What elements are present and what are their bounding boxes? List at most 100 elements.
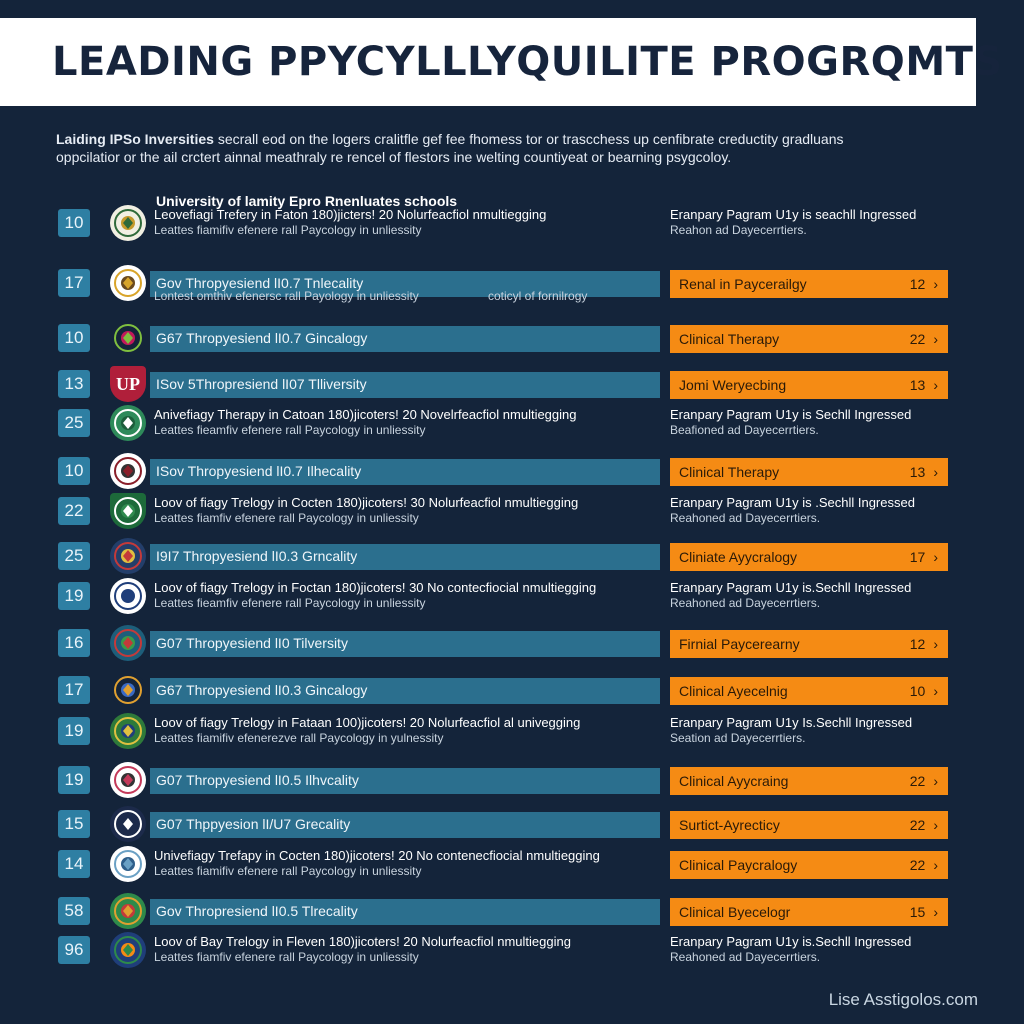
program-count: 22: [909, 331, 926, 347]
program-row[interactable]: 16 G07 Thropyesiend lI0 Tilversity Firnial…: [58, 625, 948, 661]
university-logo-icon: [110, 806, 146, 842]
program-detail: Eranpary Pagram U1y is Sechll Ingressed: [670, 407, 912, 422]
intro-line2: oppcilatior or the ail crctert ainnal me…: [56, 149, 732, 165]
rank-badge: 19: [58, 717, 90, 745]
university-logo-icon: UP: [110, 366, 146, 402]
program-description: Anivefiagy Therapy in Catoan 180)jicoter…: [154, 407, 577, 422]
program-tag-label: Firnial Paycerearny: [679, 636, 800, 652]
program-name: G07 Thropyesiend lI0 Tilversity: [156, 635, 348, 651]
rank-badge: 58: [58, 897, 90, 925]
university-logo-icon: [110, 893, 146, 929]
program-row[interactable]: 15 G07 Thppyesion lI/U7 Grecality Surtict-…: [58, 806, 948, 842]
program-tag-button[interactable]: Clinical Paycralogy 22 ›: [670, 851, 948, 879]
rank-badge: 19: [58, 582, 90, 610]
rank-badge: 16: [58, 629, 90, 657]
rank-badge: 22: [58, 497, 90, 525]
university-logo-icon: [110, 672, 146, 708]
program-row[interactable]: 10 ISov Thropyesiend lI0.7 Ilhecality Clin…: [58, 453, 948, 489]
university-logo-icon: [110, 453, 146, 489]
rank-badge: 10: [58, 457, 90, 485]
section-heading: University of lamity Epro Rnenluates sch…: [156, 193, 458, 209]
program-row[interactable]: 14 Univefiagy Trefapy in Cocten 180)jicot…: [58, 846, 948, 882]
program-tag-button[interactable]: Clinical Therapy 13 ›: [670, 458, 948, 486]
program-bar: [150, 459, 660, 485]
program-detail-sub: Reahon ad Dayecerrtiers.: [670, 223, 807, 237]
program-row[interactable]: 10 University of lamity Epro Rnenluates s…: [58, 193, 948, 241]
program-row[interactable]: 19 Loov of fiagy Trelogy in Fataan 100)ji…: [58, 713, 948, 749]
program-bar: [150, 812, 660, 838]
program-tag-button[interactable]: Clinical Ayecelnig 10 ›: [670, 677, 948, 705]
program-tag-button[interactable]: Cliniate Ayycralogy 17 ›: [670, 543, 948, 571]
program-bar: [150, 372, 660, 398]
program-name: G07 Thppyesion lI/U7 Grecality: [156, 816, 351, 832]
chevron-right-icon: ›: [933, 683, 938, 699]
program-row[interactable]: 13 UP ISov 5Thropresiend lI07 Tlliversity J…: [58, 366, 948, 402]
intro-lead: Laiding IPSo Inversities: [56, 131, 214, 147]
program-row[interactable]: 19 Loov of fiagy Trelogy in Foctan 180)ji…: [58, 578, 948, 614]
program-description: Loov of fiagy Trelogy in Foctan 180)jico…: [154, 580, 597, 595]
program-tag-button[interactable]: Clinical Ayycraing 22 ›: [670, 767, 948, 795]
footer-credit: Lise Asstigolos.com: [828, 990, 978, 1009]
page-title: LEADING PPYCYLLLYQUILITE PROGRQMTS: [52, 39, 1003, 85]
program-tag-label: Clinical Ayycraing: [679, 773, 789, 789]
program-tag-button[interactable]: Firnial Paycerearny 12 ›: [670, 630, 948, 658]
program-tag-button[interactable]: Surtict-Ayrecticy 22 ›: [670, 811, 948, 839]
program-description: Loov of Bay Trelogy in Fleven 180)jicote…: [154, 934, 571, 949]
rank-badge: 10: [58, 209, 90, 237]
program-row[interactable]: 17 G67 Thropyesiend lI0.3 Gincalogy Clinic…: [58, 672, 948, 708]
program-tag-button[interactable]: Renal in Paycerailgy 12 ›: [670, 270, 948, 298]
program-row[interactable]: 25 I9I7 Thropyesiend lI0.3 Grncality Clini…: [58, 538, 948, 574]
program-name: Gov Thropresiend lI0.5 Tlrecality: [156, 903, 358, 919]
intro-line1: secrall eod on the logers cralitfle gef …: [213, 131, 844, 147]
university-logo-icon: [110, 405, 146, 441]
university-logo-icon: [110, 205, 146, 241]
program-subtitle: Leattes fieamfiv efenere rall Paycology …: [154, 423, 426, 437]
university-logo-icon: [110, 493, 146, 529]
program-detail: Eranpary Pagram U1y is seachll Ingressed: [670, 207, 917, 222]
program-description: Loov of fiagy Trelogy in Fataan 100)jico…: [154, 715, 581, 730]
program-detail: Eranpary Pagram U1y is.Sechll Ingressed: [670, 934, 912, 949]
rank-badge: 10: [58, 324, 90, 352]
program-tag-button[interactable]: Clinical Byecelogr 15 ›: [670, 898, 948, 926]
program-row[interactable]: 22 Loov of fiagy Trelogy in Cocten 180)ji…: [58, 493, 948, 529]
program-bar: [150, 326, 660, 352]
program-detail: Eranpary Pagram U1y is.Sechll Ingressed: [670, 580, 912, 595]
rank-badge: 17: [58, 676, 90, 704]
university-logo-icon: [110, 713, 146, 749]
program-bar: [150, 271, 660, 297]
program-row[interactable]: 10 G67 Thropyesiend lI0.7 Gincalogy Clinic…: [58, 320, 948, 356]
program-detail: Eranpary Pagram U1y Is.Sechll Ingressed: [670, 715, 913, 730]
program-subtitle: Leattes fiamifiv efenere rall Paycology …: [154, 864, 422, 878]
program-tag-label: Clinical Ayecelnig: [679, 683, 788, 699]
program-name: Gov Thropyesiend lI0.7 Tnlecality: [156, 275, 364, 291]
chevron-right-icon: ›: [933, 464, 938, 480]
program-row[interactable]: 58 Gov Thropresiend lI0.5 Tlrecality Clini…: [58, 893, 948, 929]
program-subtitle: Leattes fiamifiv efenere rall Paycology …: [154, 223, 422, 237]
program-row[interactable]: 19 G07 Thropyesiend lI0.5 Ilhvcality Clini…: [58, 762, 948, 798]
program-tag-label: Jomi Weryecbing: [679, 377, 787, 393]
program-count: 13: [909, 464, 926, 480]
program-subtitle: Leattes fiamifiv efenerezve rall Paycolo…: [154, 731, 444, 745]
chevron-right-icon: ›: [933, 904, 938, 920]
program-row[interactable]: 17 Gov Thropyesiend lI0.7 Tnlecality Lonte…: [58, 265, 948, 303]
program-row[interactable]: 96 Loov of Bay Trelogy in Fleven 180)jico…: [58, 932, 948, 968]
program-name: ISov Thropyesiend lI0.7 Ilhecality: [156, 463, 362, 479]
program-detail-sub: Reahoned ad Dayecerrtiers.: [670, 511, 821, 525]
program-row[interactable]: 25 Anivefiagy Therapy in Catoan 180)jicot…: [58, 405, 948, 441]
program-tag-label: Clinical Therapy: [679, 331, 780, 347]
program-description: Univefiagy Trefapy in Cocten 180)jicoter…: [154, 848, 600, 863]
program-tag-button[interactable]: Clinical Therapy 22 ›: [670, 325, 948, 353]
program-name: ISov 5Thropresiend lI07 Tlliversity: [156, 376, 367, 392]
university-logo-icon: [110, 625, 146, 661]
title-banner: LEADING PPYCYLLLYQUILITE PROGRQMTS: [0, 18, 1002, 106]
program-description: Loov of fiagy Trelogy in Cocten 180)jico…: [154, 495, 579, 510]
program-bar: [150, 678, 660, 704]
rank-badge: 15: [58, 810, 90, 838]
chevron-right-icon: ›: [933, 276, 938, 292]
chevron-right-icon: ›: [933, 773, 938, 789]
program-count: 22: [909, 857, 926, 873]
program-count: 12: [909, 636, 926, 652]
program-subtitle: Leattes fiamfiv efenere rall Paycology i…: [154, 511, 419, 525]
program-name: G07 Thropyesiend lI0.5 Ilhvcality: [156, 772, 359, 788]
program-tag-button[interactable]: Jomi Weryecbing 13 ›: [670, 371, 948, 399]
